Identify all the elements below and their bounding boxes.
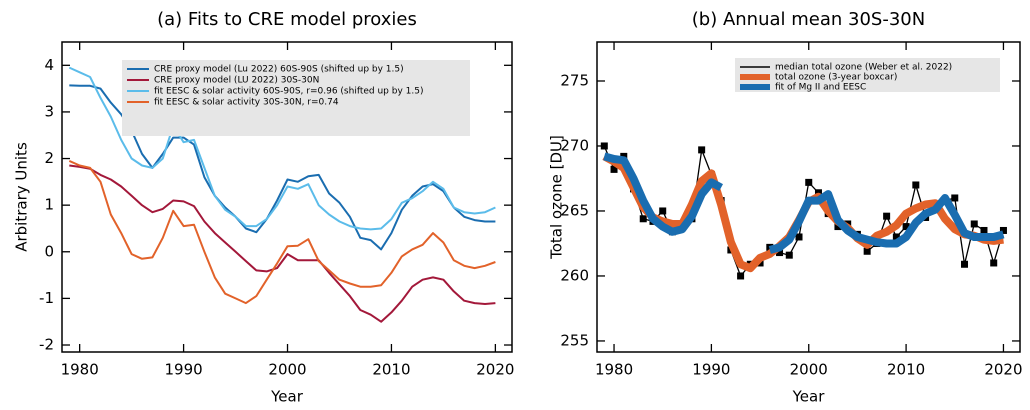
y-tick-label: 3 [44, 102, 54, 120]
y-tick-label: -1 [39, 289, 54, 307]
y-tick-label: 275 [560, 71, 589, 89]
legend-label: CRE proxy model (Lu 2022) 60S-90S (shift… [154, 65, 404, 75]
y-tick-label: 265 [560, 201, 589, 219]
x-tick-label: 2010 [887, 361, 925, 379]
legend-box [122, 60, 470, 136]
x-axis-label: Year [792, 388, 826, 406]
legend-label: fit EESC & solar activity 30S-30N, r=0.7… [154, 98, 339, 108]
marker [834, 223, 842, 231]
y-tick-label: 260 [560, 266, 589, 284]
series-line [68, 66, 496, 231]
series-line [69, 84, 496, 251]
marker [698, 146, 706, 154]
y-tick-label: 4 [44, 56, 54, 74]
marker [951, 194, 959, 202]
y-axis-label: Total ozone [DU] [548, 135, 566, 260]
legend-label: fit of Mg II and EESC [775, 83, 866, 93]
marker [776, 249, 784, 257]
marker [863, 247, 871, 255]
panel: (a) Fits to CRE model proxies Year Arbitra… [13, 9, 515, 406]
x-tick-label: 1980 [61, 361, 99, 379]
marker [912, 181, 920, 189]
marker [737, 272, 745, 280]
panel: (b) Annual mean 30S-30N Year Total ozone [… [548, 9, 1023, 406]
x-tick-label: 2020 [984, 361, 1022, 379]
x-axis-label: Year [270, 388, 304, 406]
series-line [68, 159, 496, 305]
marker [990, 259, 998, 267]
marker [902, 223, 910, 231]
legend-label: fit EESC & solar activity 60S-90S, r=0.9… [154, 87, 423, 97]
x-tick-label: 2010 [372, 361, 410, 379]
marker [805, 178, 813, 186]
marker [961, 260, 969, 268]
marker [785, 251, 793, 259]
series-line [69, 164, 496, 323]
legend: median total ozone (Weber et al. 2022)to… [735, 58, 1000, 93]
y-tick-label: 1 [44, 196, 54, 214]
x-tick-label: 1980 [595, 361, 633, 379]
x-tick-label: 1990 [692, 361, 730, 379]
y-tick-label: 270 [560, 136, 589, 154]
marker [639, 215, 647, 223]
legend-label: median total ozone (Weber et al. 2022) [775, 63, 952, 73]
chart-title: (a) Fits to CRE model proxies [157, 9, 417, 30]
y-tick-label: 255 [560, 331, 589, 349]
marker [980, 226, 988, 234]
y-axis-label: Arbitrary Units [13, 142, 31, 252]
marker [970, 220, 978, 228]
chart-title: (b) Annual mean 30S-30N [692, 9, 925, 30]
legend: CRE proxy model (Lu 2022) 60S-90S (shift… [122, 60, 470, 136]
x-tick-label: 2020 [476, 361, 514, 379]
marker [600, 142, 608, 150]
x-tick-label: 2000 [790, 361, 828, 379]
marker [795, 233, 803, 241]
y-tick-label: 2 [44, 149, 54, 167]
legend-box [735, 58, 1000, 92]
x-tick-label: 1990 [164, 361, 202, 379]
marker [610, 165, 618, 173]
marker [883, 212, 891, 220]
marker [659, 207, 667, 215]
y-tick-label: 0 [44, 242, 54, 260]
y-tick-label: -2 [39, 336, 54, 354]
marker [892, 233, 900, 241]
x-tick-label: 2000 [268, 361, 306, 379]
legend-label: total ozone (3-year boxcar) [775, 73, 897, 83]
legend-label: CRE proxy model (LU 2022) 30S-30N [154, 76, 319, 86]
series-line [603, 152, 1005, 254]
marker [999, 226, 1007, 234]
